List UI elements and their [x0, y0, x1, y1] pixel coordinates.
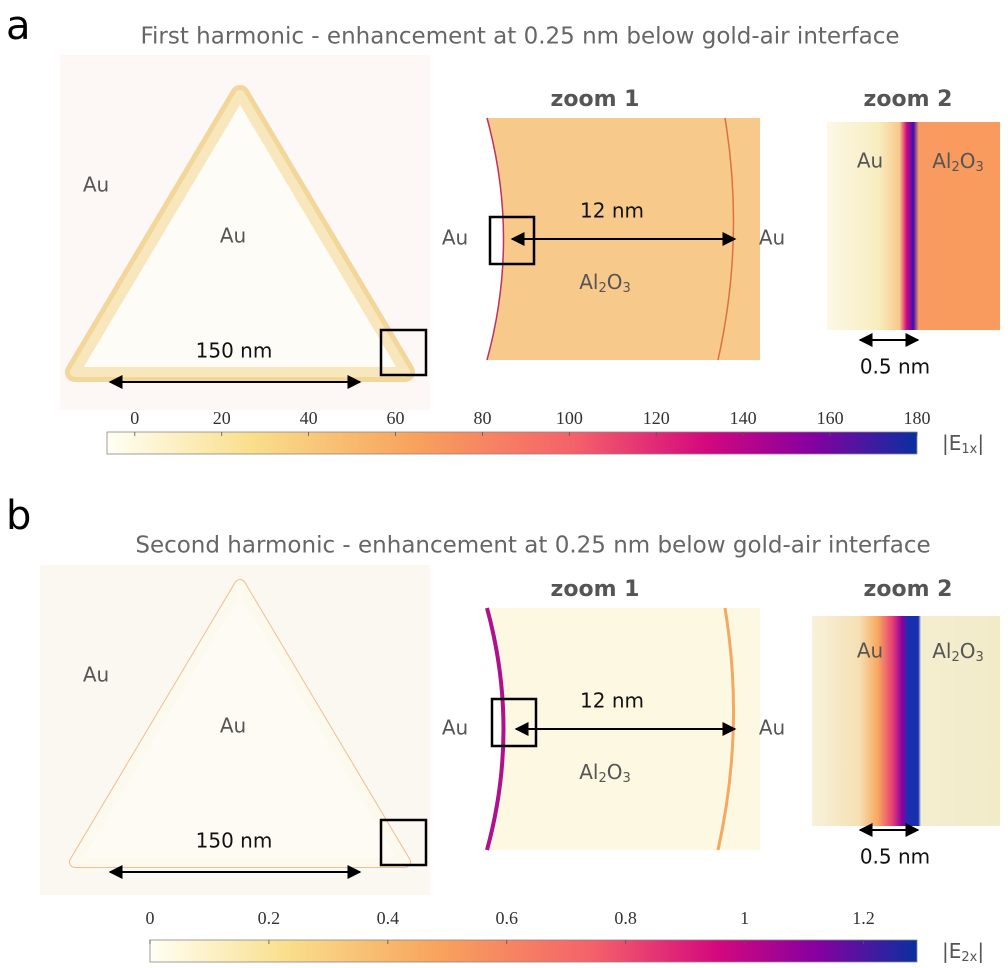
colorbar-tick-label: 60 [387, 408, 405, 428]
material-label: Au [857, 639, 883, 663]
colorbar-tick-label: 0.4 [377, 908, 400, 928]
zoom1-edge [486, 117, 505, 361]
material-label: Al2O3 [579, 760, 631, 786]
zoom1-edge [485, 607, 506, 851]
text-part: |E [942, 939, 961, 963]
colorbar-tick-label: 0.2 [258, 908, 281, 928]
colorbar-tick-label: 0.8 [614, 908, 637, 928]
colorbar-tick-label: 1.2 [852, 908, 875, 928]
colorbar-tick-label: 140 [730, 408, 757, 428]
material-label: Au [759, 716, 785, 740]
panel-title: First harmonic - enhancement at 0.25 nm … [140, 24, 899, 50]
subscript: 2 [598, 281, 606, 296]
colorbar-label: |E2x| [942, 939, 984, 965]
colorbar [149, 939, 918, 963]
colorbar-tick-label: 160 [817, 408, 844, 428]
scale-label: 150 nm [196, 829, 273, 853]
subscript: 3 [976, 160, 984, 175]
material-label: Al2O3 [932, 149, 984, 175]
colorbar [106, 431, 918, 455]
colorbar-tick-label: 1 [740, 908, 749, 928]
subscript: 2 [951, 160, 959, 175]
text-part: Al [579, 270, 598, 294]
scale-label: 0.5 nm [860, 355, 930, 379]
material-label: Al2O3 [932, 639, 984, 665]
subscript: 1x [961, 442, 977, 457]
material-label: Au [442, 716, 468, 740]
subscript: 2x [961, 950, 977, 965]
material-label: Al2O3 [579, 270, 631, 296]
subscript: 3 [623, 771, 631, 786]
zoom-title: zoom 1 [551, 577, 640, 602]
scale-label: 150 nm [196, 339, 273, 363]
colorbar-tick-label: 100 [556, 408, 583, 428]
text-part: Al [932, 149, 951, 173]
zoom-title: zoom 2 [864, 87, 953, 112]
colorbar-label: |E1x| [942, 431, 984, 457]
material-label: Au [220, 714, 246, 738]
zoom-box [379, 328, 428, 377]
zoom-title: zoom 2 [864, 577, 953, 602]
subscript: 3 [623, 281, 631, 296]
scale-label: 0.5 nm [860, 845, 930, 869]
text-part: O [607, 760, 623, 784]
text-part: O [607, 270, 623, 294]
colorbar-tick-label: 0 [130, 408, 139, 428]
material-label: Au [442, 226, 468, 250]
text-part: O [960, 639, 976, 663]
text-part: | [977, 939, 984, 963]
material-label: Au [83, 663, 109, 687]
text-part: Al [932, 639, 951, 663]
material-label: Au [83, 173, 109, 197]
panel-title: Second harmonic - enhancement at 0.25 nm… [135, 533, 930, 559]
zoom-title: zoom 1 [551, 87, 640, 112]
text-part: | [977, 431, 984, 455]
material-label: Au [220, 224, 246, 248]
material-label: Au [857, 149, 883, 173]
colorbar-tick-label: 0.6 [495, 908, 518, 928]
panel-letter: a [6, 3, 31, 49]
colorbar-tick-label: 20 [213, 408, 231, 428]
subscript: 2 [951, 650, 959, 665]
panel-letter: b [6, 493, 31, 539]
colorbar-tick-label: 120 [643, 408, 670, 428]
scale-label: 12 nm [580, 199, 644, 223]
zoom2-map [827, 122, 1000, 330]
colorbar-tick-label: 40 [300, 408, 318, 428]
colorbar-tick-label: 80 [473, 408, 491, 428]
zoom-box [379, 818, 428, 867]
subscript: 2 [598, 771, 606, 786]
material-label: Au [759, 226, 785, 250]
triangle-gap [70, 580, 410, 867]
zoom2-map [812, 616, 1000, 826]
colorbar-tick-label: 0 [146, 908, 155, 928]
colorbar-tick-label: 180 [904, 408, 931, 428]
scale-label: 12 nm [580, 689, 644, 713]
subscript: 3 [976, 650, 984, 665]
triangle-inner [70, 90, 410, 377]
text-part: |E [942, 431, 961, 455]
text-part: O [960, 149, 976, 173]
text-part: Al [579, 760, 598, 784]
